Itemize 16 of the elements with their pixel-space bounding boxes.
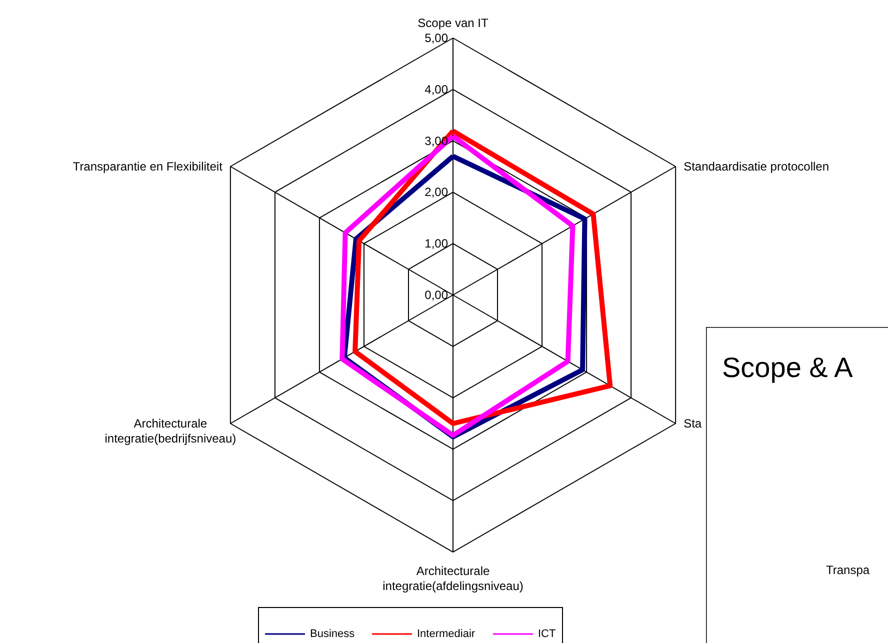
y-tick-label: 0,00 (424, 288, 448, 302)
legend-label: Intermediair (417, 628, 476, 640)
spoke-label: Sta (684, 416, 702, 430)
text: Scope & A (722, 352, 854, 383)
y-tick-label: 1,00 (424, 236, 448, 251)
spoke-label: Transparantie en Flexibiliteit (72, 160, 224, 174)
y-tick-label: 4,00 (424, 82, 448, 96)
spoke-label: Architecturale integratie(afdelingsniveau) (382, 564, 524, 593)
legend-label: Business (310, 628, 356, 640)
spoke-label: Architecturale integratie(bedrijfsniveau) (104, 416, 236, 446)
spoke-label: Scope van IT (418, 16, 490, 30)
text: Transpa (826, 563, 870, 577)
legend-label: ICT (538, 628, 556, 640)
spoke-label: Standaardisatie protocollen (684, 160, 830, 174)
y-tick-label: 2,00 (424, 185, 448, 200)
y-tick-label: 5,00 (424, 31, 448, 45)
